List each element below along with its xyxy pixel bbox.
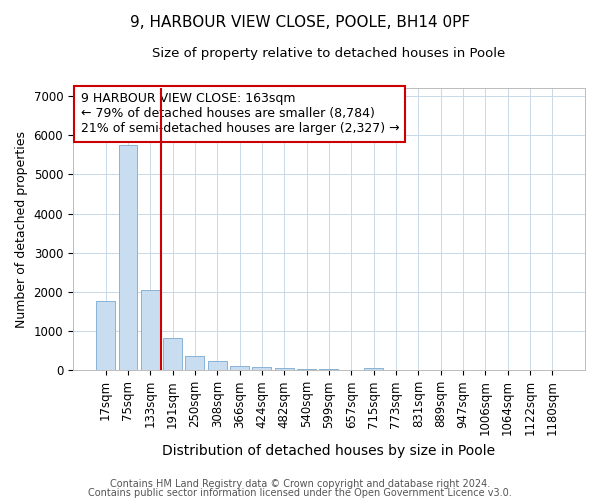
Bar bbox=[275, 368, 294, 370]
Bar bbox=[230, 366, 249, 370]
Bar bbox=[253, 367, 271, 370]
Y-axis label: Number of detached properties: Number of detached properties bbox=[15, 130, 28, 328]
Title: Size of property relative to detached houses in Poole: Size of property relative to detached ho… bbox=[152, 48, 506, 60]
Text: Contains HM Land Registry data © Crown copyright and database right 2024.: Contains HM Land Registry data © Crown c… bbox=[110, 479, 490, 489]
Bar bbox=[364, 368, 383, 370]
Bar bbox=[119, 145, 137, 370]
X-axis label: Distribution of detached houses by size in Poole: Distribution of detached houses by size … bbox=[163, 444, 496, 458]
Bar bbox=[185, 356, 205, 370]
Bar bbox=[96, 300, 115, 370]
Bar bbox=[141, 290, 160, 370]
Bar bbox=[163, 338, 182, 370]
Text: Contains public sector information licensed under the Open Government Licence v3: Contains public sector information licen… bbox=[88, 488, 512, 498]
Text: 9 HARBOUR VIEW CLOSE: 163sqm
← 79% of detached houses are smaller (8,784)
21% of: 9 HARBOUR VIEW CLOSE: 163sqm ← 79% of de… bbox=[80, 92, 399, 136]
Text: 9, HARBOUR VIEW CLOSE, POOLE, BH14 0PF: 9, HARBOUR VIEW CLOSE, POOLE, BH14 0PF bbox=[130, 15, 470, 30]
Bar bbox=[297, 369, 316, 370]
Bar bbox=[208, 362, 227, 370]
